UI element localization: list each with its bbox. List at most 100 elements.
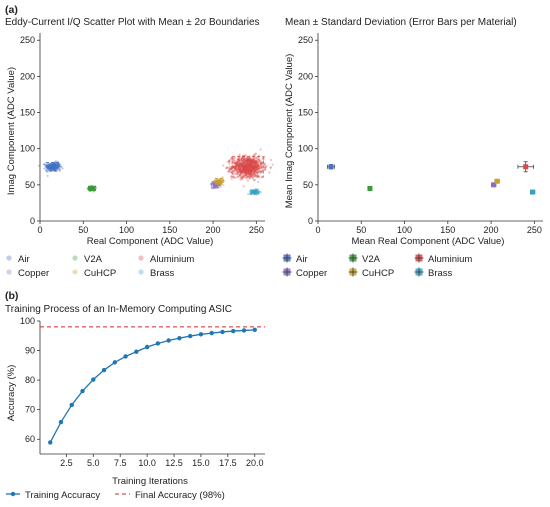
scatter-point xyxy=(50,166,53,169)
scatter-point xyxy=(54,165,57,168)
scatter-point xyxy=(246,163,249,167)
scatter-point xyxy=(53,160,57,163)
scatter-point xyxy=(244,159,247,162)
scatter-point xyxy=(237,167,241,171)
scatter-point xyxy=(246,164,249,168)
scatter-point xyxy=(51,164,54,167)
y-tick-label: 0 xyxy=(30,216,35,226)
scatter-point xyxy=(253,170,256,173)
scatter-point xyxy=(256,163,259,166)
scatter-point xyxy=(256,163,260,166)
scatter-point xyxy=(243,164,246,168)
scatter-point xyxy=(253,190,256,193)
scatter-point xyxy=(90,187,93,190)
scatter-point xyxy=(91,187,94,190)
scatter-point xyxy=(218,179,222,183)
scatter-point xyxy=(251,191,254,194)
scatter-point xyxy=(239,169,242,172)
scatter-point xyxy=(247,160,250,163)
scatter-point xyxy=(250,166,254,169)
scatter-point xyxy=(249,160,253,163)
scatter-point xyxy=(234,165,238,168)
legend-marker xyxy=(138,255,144,261)
scatter-point xyxy=(247,167,251,170)
scatter-point xyxy=(245,164,248,167)
scatter-point xyxy=(255,161,258,164)
scatter-point xyxy=(243,168,246,171)
scatter-point xyxy=(52,164,56,167)
scatter-point xyxy=(88,187,91,190)
scatter-point xyxy=(250,160,253,163)
scatter-point xyxy=(246,159,249,162)
scatter-point xyxy=(214,184,218,187)
scatter-point xyxy=(228,158,231,162)
scatter-point xyxy=(244,174,247,177)
scatter-point xyxy=(56,166,59,169)
scatter-point xyxy=(244,172,247,176)
scatter-point xyxy=(242,169,245,172)
scatter-point xyxy=(246,168,250,172)
scatter-point xyxy=(253,161,257,164)
scatter-point xyxy=(243,159,246,163)
scatter-point xyxy=(235,163,238,167)
scatter-point xyxy=(247,168,250,171)
scatter-point xyxy=(246,165,249,169)
scatter-point xyxy=(48,166,52,169)
scatter-point xyxy=(250,163,253,167)
scatter-point xyxy=(48,168,52,171)
scatter-point xyxy=(52,167,55,170)
scatter-point xyxy=(253,165,256,168)
scatter-point xyxy=(236,171,240,174)
scatter-point xyxy=(215,184,218,187)
scatter-point xyxy=(237,164,240,168)
scatter-point xyxy=(51,162,54,165)
scatter-point xyxy=(251,192,254,195)
scatter-point xyxy=(55,166,58,169)
y-tick-label: 0 xyxy=(308,216,313,226)
scatter-point xyxy=(219,179,222,182)
scatter-point xyxy=(248,169,251,172)
scatter-point xyxy=(239,175,243,178)
scatter-point xyxy=(243,158,246,161)
series-air xyxy=(327,164,335,170)
scatter-point xyxy=(53,165,56,169)
scatter-point xyxy=(232,169,235,172)
scatter-point xyxy=(254,191,257,195)
scatter-point xyxy=(242,158,246,161)
scatter-point xyxy=(259,148,262,151)
scatter-point xyxy=(241,164,244,167)
scatter-point xyxy=(245,163,248,166)
scatter-point xyxy=(91,186,94,189)
scatter-point xyxy=(238,158,241,161)
scatter-point xyxy=(49,166,53,170)
scatter-point xyxy=(255,168,258,171)
scatter-point xyxy=(214,186,217,189)
scatter-point xyxy=(218,178,222,181)
scatter-point xyxy=(253,154,256,157)
scatter-point xyxy=(237,164,240,167)
scatter-point xyxy=(222,164,225,167)
scatter-point xyxy=(246,179,249,182)
scatter-point xyxy=(257,170,261,173)
scatter-point xyxy=(215,179,218,182)
scatter-point xyxy=(251,165,254,168)
scatter-point xyxy=(256,167,259,170)
scatter-point xyxy=(50,165,54,169)
scatter-point xyxy=(246,168,249,171)
scatter-point xyxy=(245,165,248,168)
scatter-point xyxy=(253,190,256,194)
scatter-point xyxy=(245,169,249,172)
scatter-point xyxy=(249,162,252,166)
scatter-point xyxy=(249,163,252,166)
scatter-point xyxy=(52,164,55,167)
scatter-point xyxy=(89,187,92,190)
scatter-point xyxy=(255,166,258,169)
scatter-point xyxy=(48,165,51,168)
scatter-point xyxy=(251,166,255,169)
scatter-point xyxy=(251,191,255,194)
scatter-point xyxy=(57,162,60,166)
scatter-point xyxy=(50,166,54,169)
scatter-point xyxy=(91,188,94,191)
scatter-point xyxy=(257,165,260,168)
scatter-point xyxy=(258,159,261,162)
